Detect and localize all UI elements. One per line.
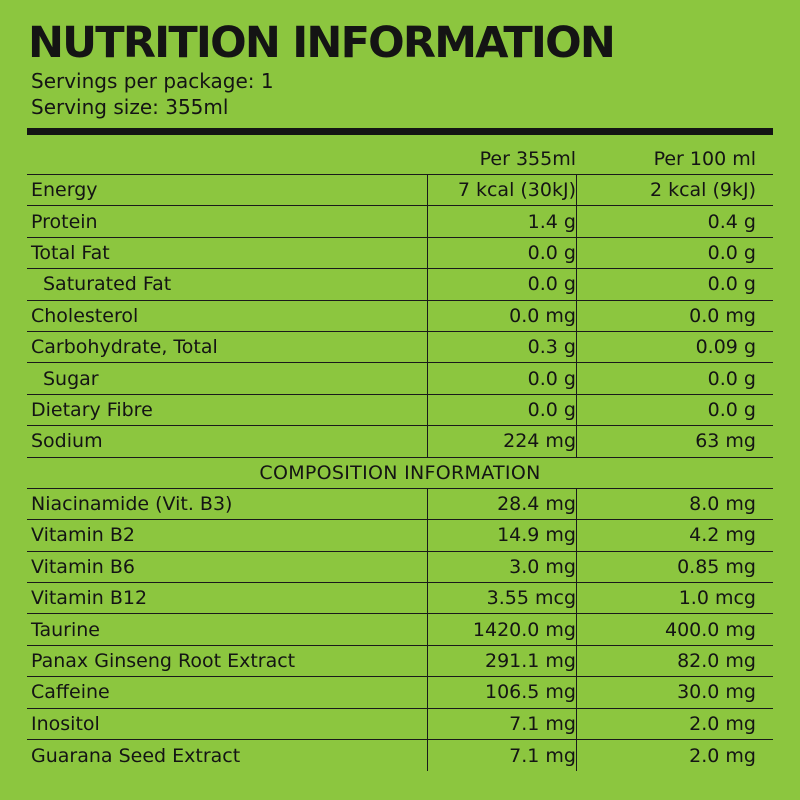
per-100-value: 0.85 mg [576,551,756,583]
per-serving-value: 0.0 g [427,237,576,269]
table-row: Cholesterol 0.0 mg 0.0 mg [27,300,773,332]
table-row: Vitamin B12 3.55 mcg 1.0 mcg [27,583,773,615]
header-per-serving: Per 355ml [479,148,576,170]
ingredient-name: Taurine [31,618,100,641]
header-name-cell [31,144,426,174]
table-row: Vitamin B6 3.0 mg 0.85 mg [27,551,773,584]
per-100-value: 0.0 g [576,363,756,394]
per-100-value: 63 mg [576,426,756,457]
per-100-value: 0.4 g [576,206,756,237]
per-serving-value: 0.3 g [427,331,576,363]
per-100-value: 8.0 mg [576,488,756,520]
per-100-value: 2.0 mg [576,740,756,772]
table-row: Carbohydrate, Total 0.3 g 0.09 g [27,331,773,364]
table-header-row: Per 355ml Per 100 ml [27,144,773,175]
nutrition-table: Per 355ml Per 100 ml Energy 7 kcal (30kJ… [27,144,773,772]
heading-divider [27,128,773,135]
table-row: Niacinamide (Vit. B3) 28.4 mg 8.0 mg [27,488,773,521]
nutrient-name: Protein [31,210,98,233]
per-100-value: 2.0 mg [576,708,756,740]
ingredient-name: Niacinamide (Vit. B3) [31,493,233,516]
per-100-value: 0.0 mg [576,300,756,331]
nutrient-name: Sodium [31,430,103,453]
per-serving-value: 14.9 mg [427,520,576,551]
per-serving-value: 1.4 g [427,206,576,237]
per-100-value: 30.0 mg [576,677,756,708]
ingredient-name: Guarana Seed Extract [31,744,241,767]
ingredient-name: Caffeine [31,681,110,704]
per-serving-value: 291.1 mg [427,645,576,677]
nutrient-name: Total Fat [31,241,110,264]
per-serving-value: 1420.0 mg [427,614,576,645]
per-serving-value: 0.0 g [427,363,576,394]
per-serving-value: 7 kcal (30kJ) [427,175,576,206]
ingredient-name: Inositol [31,712,100,735]
table-row: Saturated Fat 0.0 g 0.0 g [27,269,773,301]
table-row: Sodium 224 mg 63 mg [27,426,773,458]
per-100-value: 1.0 mcg [576,583,756,614]
per-100-value: 4.2 mg [576,520,756,551]
table-row: Energy 7 kcal (30kJ) 2 kcal (9kJ) [27,175,773,207]
ingredient-name: Vitamin B6 [31,555,135,578]
header-per-100: Per 100 ml [653,148,756,170]
servings-per-package: Servings per package: 1 [31,69,274,93]
nutrient-name: Carbohydrate, Total [31,336,218,359]
per-100-value: 82.0 mg [576,645,756,677]
per-serving-value: 3.0 mg [427,551,576,583]
serving-size: Serving size: 355ml [31,95,229,119]
composition-heading-row: COMPOSITION INFORMATION [27,458,773,489]
nutrient-name: Sugar [43,367,99,390]
table-row: Vitamin B2 14.9 mg 4.2 mg [27,520,773,552]
table-row: Guarana Seed Extract 7.1 mg 2.0 mg [27,740,773,772]
composition-heading: COMPOSITION INFORMATION [259,461,541,484]
per-serving-value: 0.0 g [427,269,576,300]
per-serving-value: 224 mg [427,426,576,457]
nutrient-name: Cholesterol [31,304,139,327]
table-row: Sugar 0.0 g 0.0 g [27,363,773,395]
ingredient-name: Vitamin B12 [31,587,148,610]
per-serving-value: 0.0 g [427,394,576,426]
page-title: NUTRITION INFORMATION [28,18,616,68]
per-serving-value: 3.55 mcg [427,583,576,614]
per-100-value: 0.09 g [576,331,756,363]
ingredient-name: Panax Ginseng Root Extract [31,650,296,673]
per-serving-value: 0.0 mg [427,300,576,331]
per-serving-value: 28.4 mg [427,488,576,520]
table-row: Panax Ginseng Root Extract 291.1 mg 82.0… [27,645,773,678]
nutrient-name: Energy [31,179,98,202]
per-100-value: 0.0 g [576,394,756,426]
table-row: Taurine 1420.0 mg 400.0 mg [27,614,773,646]
per-serving-value: 7.1 mg [427,708,576,740]
table-row: Total Fat 0.0 g 0.0 g [27,237,773,270]
table-row: Inositol 7.1 mg 2.0 mg [27,708,773,741]
nutrient-name: Dietary Fibre [31,398,153,421]
per-serving-value: 7.1 mg [427,740,576,772]
per-100-value: 400.0 mg [576,614,756,645]
ingredient-name: Vitamin B2 [31,524,135,547]
per-100-value: 2 kcal (9kJ) [576,175,756,206]
table-row: Dietary Fibre 0.0 g 0.0 g [27,394,773,427]
per-serving-value: 106.5 mg [427,677,576,708]
per-100-value: 0.0 g [576,269,756,300]
table-row: Protein 1.4 g 0.4 g [27,206,773,238]
table-row: Caffeine 106.5 mg 30.0 mg [27,677,773,709]
nutrient-name: Saturated Fat [43,273,172,296]
per-100-value: 0.0 g [576,237,756,269]
